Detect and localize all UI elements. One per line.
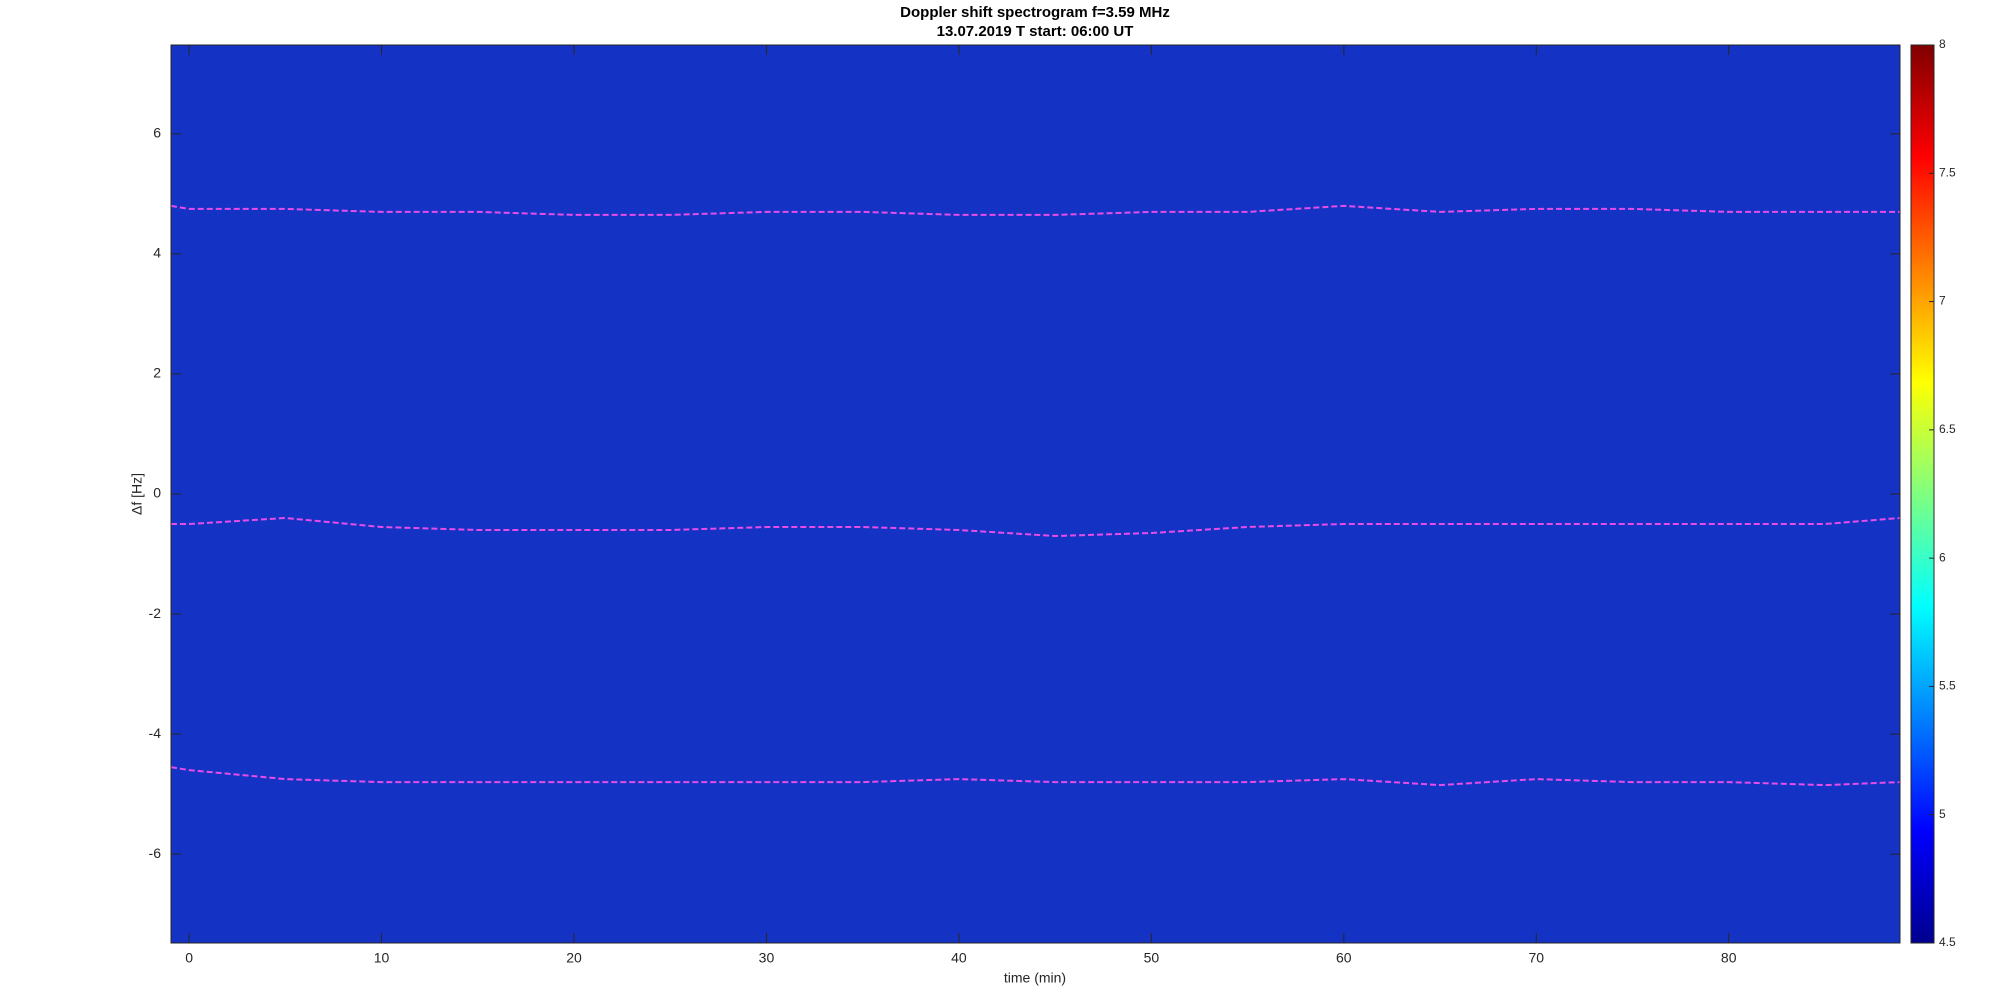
x-tick-label: 70 xyxy=(1528,950,1544,966)
colorbar-tick-label: 7.5 xyxy=(1939,165,1956,179)
colorbar-tick-label: 6.5 xyxy=(1939,422,1956,436)
colorbar-tick-label: 7 xyxy=(1939,294,1946,308)
y-axis-label: Δf [Hz] xyxy=(129,473,145,515)
chart-subtitle: 13.07.2019 T start: 06:00 UT xyxy=(937,23,1134,40)
doppler-trace xyxy=(170,766,1901,787)
x-axis-label: time (min) xyxy=(1004,970,1066,986)
doppler-trace xyxy=(170,204,1900,216)
x-tick-label: 0 xyxy=(185,950,193,966)
x-tick-label: 60 xyxy=(1336,950,1352,966)
y-tick-label: -4 xyxy=(149,725,162,741)
x-tick-label: 30 xyxy=(759,950,775,966)
chart-title: Doppler shift spectrogram f=3.59 MHz xyxy=(900,4,1170,21)
colorbar-tick-label: 8 xyxy=(1939,37,1946,51)
doppler-trace xyxy=(171,516,1901,538)
x-tick-label: 50 xyxy=(1144,950,1160,966)
y-tick-label: 2 xyxy=(153,365,161,381)
x-tick-label: 40 xyxy=(951,950,967,966)
colorbar-tick-label: 5 xyxy=(1939,807,1946,821)
colorbar-tick-label: 4.5 xyxy=(1939,935,1956,949)
y-tick-label: 4 xyxy=(153,245,161,261)
y-tick-label: 0 xyxy=(153,485,161,501)
x-tick-label: 20 xyxy=(566,950,582,966)
colorbar xyxy=(1910,44,1935,944)
y-tick-label: -2 xyxy=(149,605,162,621)
y-tick-label: -6 xyxy=(149,845,162,861)
colorbar-tick-label: 5.5 xyxy=(1939,679,1956,693)
x-tick-label: 80 xyxy=(1721,950,1737,966)
y-tick-label: 6 xyxy=(153,125,161,141)
x-tick-label: 10 xyxy=(374,950,390,966)
spectrogram-background xyxy=(171,45,1900,943)
colorbar-tick-label: 6 xyxy=(1939,550,1946,564)
